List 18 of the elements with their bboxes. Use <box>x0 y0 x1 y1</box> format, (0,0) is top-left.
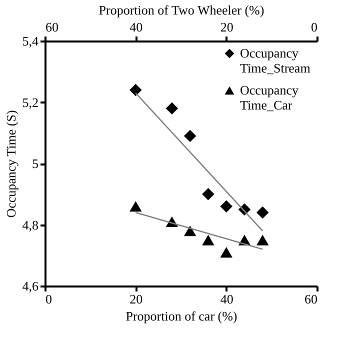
x-tick-label: 0 <box>46 292 52 306</box>
y-axis-title: Occupancy Time (S) <box>3 110 18 218</box>
x-tick-label: 20 <box>130 292 143 306</box>
y-tick-label: 5,4 <box>22 34 39 48</box>
legend-label: Occupancy Time_Car <box>240 82 299 112</box>
y-tick-label: 4,6 <box>22 278 39 294</box>
y-tick-label: 5 <box>32 156 38 171</box>
x-tick-label: 40 <box>220 292 234 306</box>
y-tick-label: 5,2 <box>22 94 38 110</box>
x-axis-title: Proportion of car (%) <box>126 308 238 324</box>
x2-tick-label: 40 <box>130 20 143 34</box>
legend-label: Occupancy Time_Stream <box>240 46 310 76</box>
x-tick-label: 60 <box>304 292 318 306</box>
x2-axis-title: Proportion of Two Wheeler (%) <box>98 2 264 18</box>
y-tick-label: 4,8 <box>22 217 38 232</box>
x2-tick-label: 0 <box>311 20 318 34</box>
x2-tick-label: 60 <box>46 20 58 34</box>
x2-tick-label: 20 <box>220 20 234 34</box>
